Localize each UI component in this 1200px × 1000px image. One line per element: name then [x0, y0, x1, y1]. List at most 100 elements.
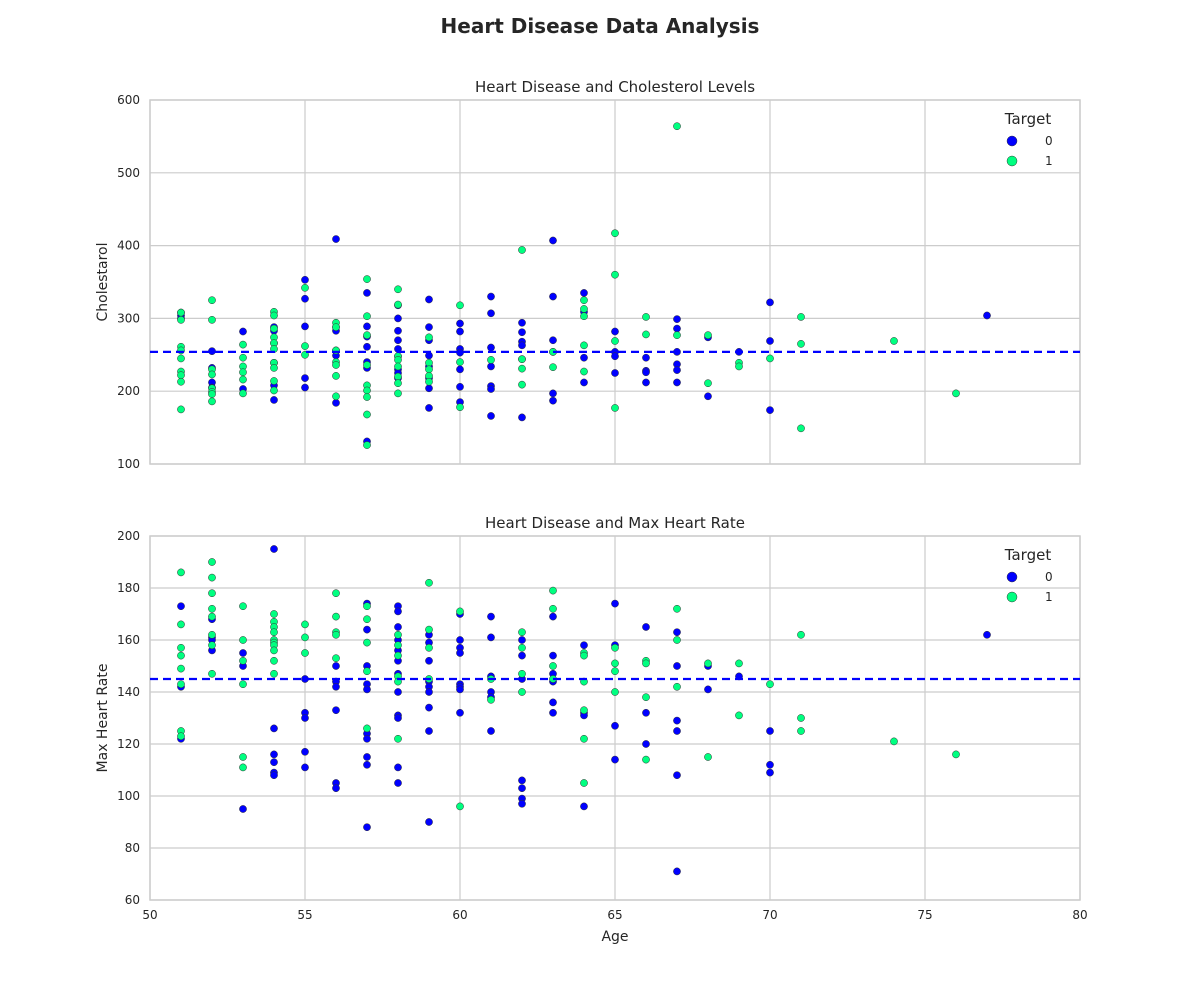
scatter-point-target-1 [611, 337, 619, 345]
scatter-point-target-1 [611, 643, 619, 652]
scatter-point-target-0 [425, 404, 433, 412]
scatter-point-target-0 [363, 823, 371, 832]
scatter-point-target-1 [549, 586, 557, 595]
y-tick-label: 120 [117, 737, 140, 751]
scatter-point-target-1 [270, 386, 278, 395]
scatter-point-target-0 [549, 389, 557, 398]
scatter-point-target-0 [394, 714, 402, 722]
scatter-point-target-1 [425, 625, 433, 634]
scatter-point-target-1 [239, 353, 247, 362]
scatter-point-target-1 [239, 602, 247, 611]
scatter-point-target-0 [673, 662, 681, 670]
scatter-point-target-1 [487, 356, 495, 364]
scatter-point-target-1 [332, 392, 340, 401]
scatter-point-target-0 [642, 368, 650, 377]
scatter-point-target-1 [487, 695, 495, 704]
scatter-point-target-0 [239, 327, 247, 336]
scatter-point-target-1 [270, 610, 278, 618]
scatter-point-target-0 [363, 625, 371, 634]
scatter-point-target-1 [394, 651, 402, 660]
scatter-point-target-0 [549, 292, 557, 301]
scatter-point-target-0 [518, 341, 526, 350]
scatter-point-target-1 [797, 727, 805, 735]
scatter-point-target-0 [363, 342, 371, 351]
legend-label: 1 [1045, 154, 1053, 168]
scatter-point-target-1 [611, 229, 619, 238]
scatter-point-target-1 [177, 405, 185, 414]
scatter-point-target-1 [301, 633, 309, 642]
scatter-point-target-1 [301, 283, 309, 292]
scatter-point-target-0 [518, 328, 526, 337]
scatter-point-target-0 [394, 779, 402, 787]
scatter-point-target-0 [425, 351, 433, 360]
scatter-point-target-0 [518, 318, 526, 327]
scatter-point-target-1 [642, 313, 650, 321]
scatter-point-target-0 [301, 747, 309, 756]
scatter-point-target-0 [332, 235, 340, 243]
max-heart-rate-panel: 60 80 100 120 140 160 180 200 50 55 60 65 70 75 80 Hear… [95, 514, 1088, 945]
scatter-point-target-1 [239, 753, 247, 761]
scatter-point-target-1 [270, 669, 278, 678]
scatter-point-target-0 [270, 771, 278, 780]
scatter-point-target-1 [642, 330, 650, 339]
scatter-point-target-1 [611, 667, 619, 676]
scatter-point-target-0 [549, 396, 557, 405]
scatter-point-target-1 [425, 358, 433, 367]
scatter-point-target-0 [394, 326, 402, 335]
scatter-point-target-1 [735, 659, 743, 668]
scatter-point-target-1 [332, 372, 340, 380]
scatter-point-target-1 [580, 734, 588, 743]
scatter-point-target-1 [177, 680, 185, 689]
y-tick-label: 200 [117, 384, 140, 398]
scatter-point-target-1 [270, 656, 278, 665]
scatter-point-target-1 [208, 573, 216, 582]
scatter-point-target-1 [394, 372, 402, 381]
scatter-point-target-0 [766, 727, 774, 735]
scatter-point-target-1 [177, 620, 185, 629]
scatter-point-target-0 [456, 685, 464, 694]
y-tick-label: 200 [117, 529, 140, 543]
y-tick-label: 80 [125, 841, 140, 855]
scatter-point-target-1 [208, 370, 216, 379]
scatter-point-target-0 [425, 323, 433, 331]
scatter-point-target-0 [270, 724, 278, 733]
scatter-point-target-0 [580, 641, 588, 650]
scatter-point-target-0 [611, 721, 619, 730]
scatter-point-target-1 [518, 355, 526, 364]
scatter-point-target-1 [456, 301, 464, 310]
scatter-point-target-1 [270, 324, 278, 333]
scatter-point-target-1 [208, 669, 216, 678]
scatter-point-target-0 [363, 322, 371, 331]
scatter-point-target-1 [797, 313, 805, 321]
scatter-point-target-0 [673, 378, 681, 387]
scatter-point-target-0 [239, 805, 247, 813]
scatter-point-target-1 [363, 724, 371, 733]
scatter-point-target-1 [580, 312, 588, 321]
scatter-point-target-1 [177, 568, 185, 577]
scatter-point-target-1 [394, 389, 402, 398]
legend-label: 0 [1045, 570, 1053, 584]
y-tick-label: 100 [117, 789, 140, 803]
scatter-point-target-0 [673, 867, 681, 876]
scatter-point-target-1 [735, 362, 743, 371]
scatter-point-target-1 [177, 664, 185, 673]
scatter-point-target-1 [642, 693, 650, 702]
scatter-point-target-1 [177, 308, 185, 317]
scatter-point-target-0 [673, 628, 681, 637]
scatter-point-target-1 [363, 312, 371, 321]
scatter-point-target-1 [580, 296, 588, 305]
scatter-point-target-0 [425, 384, 433, 393]
scatter-point-target-1 [704, 659, 712, 668]
scatter-point-target-0 [983, 630, 991, 639]
scatter-point-target-1 [239, 636, 247, 644]
scatter-point-target-1 [518, 364, 526, 373]
scatter-point-target-1 [332, 630, 340, 639]
subplot-title: Heart Disease and Cholesterol Levels [475, 78, 755, 96]
y-tick-label: 160 [117, 633, 140, 647]
scatter-point-target-0 [363, 753, 371, 761]
scatter-point-target-0 [983, 311, 991, 320]
scatter-point-target-0 [332, 706, 340, 715]
y-tick-label: 500 [117, 166, 140, 180]
scatter-point-target-0 [270, 758, 278, 767]
